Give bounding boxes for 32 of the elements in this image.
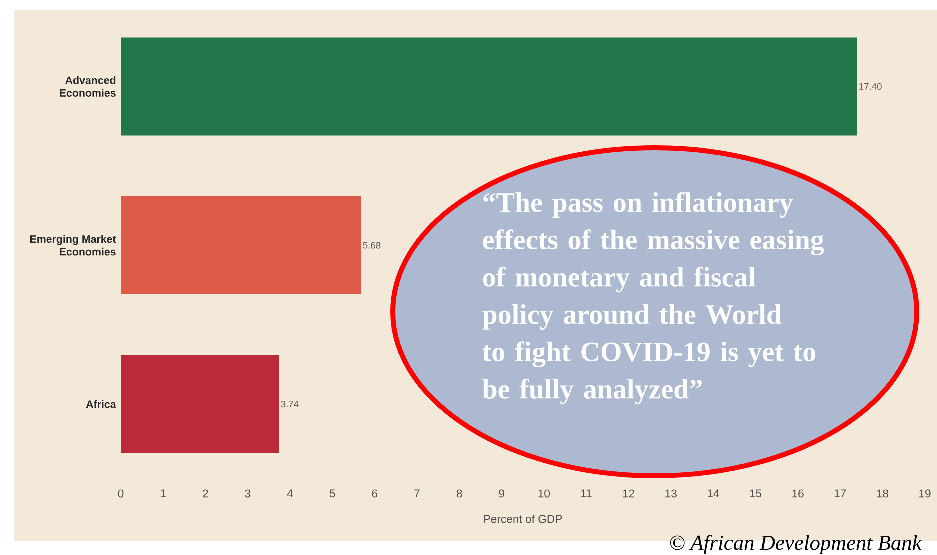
data-label: 3.74 (281, 401, 299, 408)
x-tick-label: 17 (834, 490, 846, 498)
x-tick-label: 19 (920, 490, 931, 498)
annotation: “The pass on inflationary effects of the massive easing of monetary and fiscal policy around the World to fight COVID-19 is yet to be fully analyzed” (482, 192, 824, 405)
x-tick-label: 6 (372, 490, 378, 498)
x-tick-label: 8 (456, 490, 462, 498)
bar (121, 196, 362, 295)
y-tick-label: Africa (86, 400, 116, 408)
x-tick-label: 3 (245, 490, 251, 498)
x-tick-label: 10 (538, 490, 550, 498)
data-label: 17.40 (860, 84, 882, 90)
x-tick-label: 11 (581, 490, 592, 498)
data-label: 5.68 (363, 242, 381, 250)
y-tick-label: Advanced Economies (60, 76, 116, 98)
x-tick-label: 12 (623, 490, 635, 498)
bar (121, 38, 858, 136)
x-tick-label: 18 (877, 490, 888, 498)
x-tick-label: 9 (499, 490, 504, 498)
x-tick-label: 5 (330, 490, 336, 498)
x-tick-label: 1 (161, 490, 166, 498)
bar (121, 356, 280, 454)
x-tick-label: 2 (203, 490, 208, 498)
x-tick-label: 16 (792, 490, 804, 498)
x-tick-label: 14 (708, 490, 720, 498)
x-tick-label: 0 (118, 490, 124, 498)
text: © African Development Bank (670, 535, 922, 555)
x-tick-label: 4 (287, 490, 294, 498)
x-axis-title: Percent of GDP (484, 515, 562, 524)
x-tick-label: 15 (750, 490, 762, 498)
x-tick-label: 13 (666, 490, 677, 498)
y-tick-label: Emerging Market Economies (30, 235, 116, 256)
x-tick-label: 7 (414, 490, 420, 498)
